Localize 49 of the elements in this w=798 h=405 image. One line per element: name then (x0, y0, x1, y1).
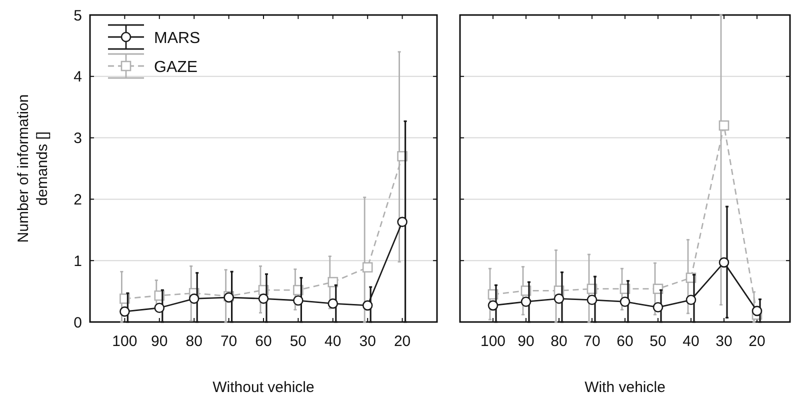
x-tick-label: 20 (748, 333, 766, 350)
x-tick-label: 40 (682, 333, 700, 350)
point (154, 302, 165, 314)
y-tick-label: 0 (74, 314, 82, 332)
point (520, 296, 532, 307)
point (718, 257, 730, 268)
x-tick-label: 70 (584, 333, 600, 350)
point (188, 294, 200, 304)
point (397, 216, 408, 228)
x-tick-label: 80 (550, 333, 568, 350)
x-tick-label: 50 (290, 333, 307, 350)
y-axis-title: Number of information demands [] (15, 94, 51, 243)
point (554, 294, 564, 304)
point (652, 302, 664, 312)
point (362, 262, 373, 273)
y-tick-label: 5 (74, 7, 82, 24)
x-tick-label: 70 (220, 333, 238, 350)
point (752, 306, 762, 316)
legend-label: MARS (154, 30, 200, 47)
point (686, 294, 696, 306)
x-tick-label: 60 (255, 333, 272, 350)
x-tick-label: 80 (186, 333, 202, 350)
x-tick-label: 90 (518, 333, 534, 350)
point (258, 294, 269, 304)
x-tick-label: 60 (616, 333, 634, 350)
y-tick-label: 1 (74, 252, 82, 270)
x-tick-label: 100 (112, 333, 138, 350)
x-axis-title: Without vehicle (212, 379, 314, 396)
x-tick-label: 100 (480, 333, 506, 350)
x-axis-title: With vehicle (584, 379, 666, 396)
y-tick-label: 4 (74, 68, 82, 86)
point (488, 300, 498, 311)
x-tick-label: 50 (650, 333, 666, 350)
x-tick-label: 20 (394, 333, 411, 350)
x-tick-label: 30 (716, 333, 732, 350)
x-tick-label: 90 (151, 333, 168, 350)
y-tick-label: 2 (74, 191, 82, 208)
point (328, 298, 338, 309)
point (718, 120, 730, 131)
point (362, 300, 373, 311)
x-tick-label: 40 (324, 333, 342, 350)
point (120, 306, 130, 317)
x-tick-label: 30 (359, 333, 376, 350)
y-tick-label: 3 (74, 130, 82, 148)
legend-label: GAZE (154, 59, 198, 76)
point (293, 295, 304, 306)
point (328, 276, 338, 288)
point (620, 296, 630, 307)
point (586, 294, 598, 306)
